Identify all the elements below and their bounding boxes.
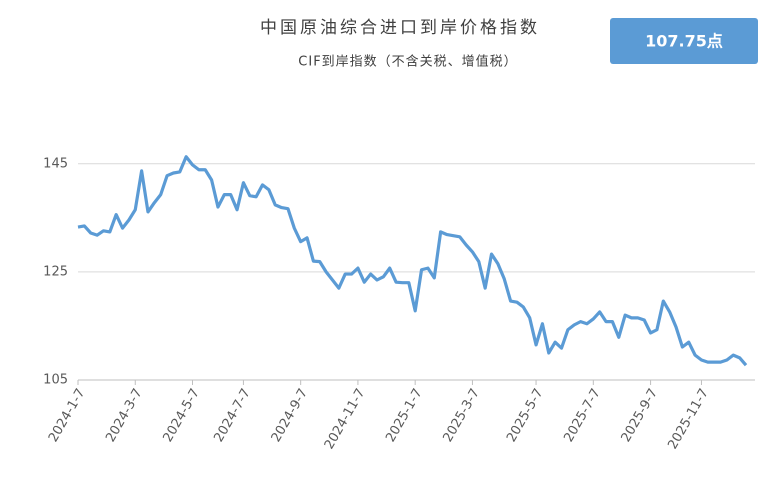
y-tick-label: 105	[43, 373, 68, 388]
x-tick-label: 2024-5-7	[161, 386, 203, 445]
x-tick-label: 2025-11-7	[665, 386, 712, 452]
x-tick-label: 2025-3-7	[440, 386, 482, 445]
chart-title: 中国原油综合进口到岸价格指数	[260, 18, 540, 38]
y-tick-label: 145	[43, 156, 68, 171]
x-tick-label: 2024-11-7	[322, 386, 369, 452]
x-tick-label: 2025-9-7	[619, 386, 661, 445]
x-tick-label: 2024-7-7	[211, 386, 253, 445]
y-tick-label: 125	[43, 264, 68, 279]
line	[77, 155, 748, 367]
x-tick-label: 2025-5-7	[504, 386, 546, 445]
x-tick-label: 2024-9-7	[269, 386, 311, 445]
x-tick-label: 2025-1-7	[383, 386, 425, 445]
chart-subtitle: CIF到岸指数（不含关税、增值税）	[298, 54, 517, 70]
badge: 107.75点	[645, 32, 723, 51]
x-tick-label: 2024-1-7	[46, 386, 88, 445]
x-tick-label: 2025-7-7	[561, 386, 603, 445]
x-tick-label: 2024-3-7	[103, 386, 145, 445]
badge-box	[610, 18, 758, 64]
